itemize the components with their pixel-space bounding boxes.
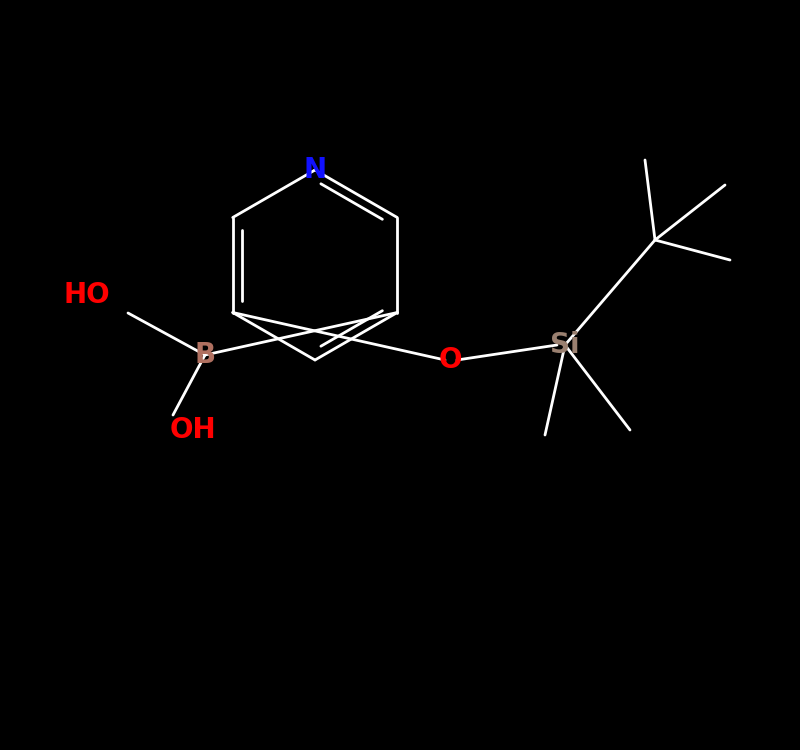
Text: OH: OH <box>170 416 217 444</box>
Text: Si: Si <box>550 331 580 359</box>
Text: HO: HO <box>63 281 110 309</box>
Text: B: B <box>194 341 215 369</box>
Text: N: N <box>303 156 326 184</box>
Text: O: O <box>438 346 462 374</box>
